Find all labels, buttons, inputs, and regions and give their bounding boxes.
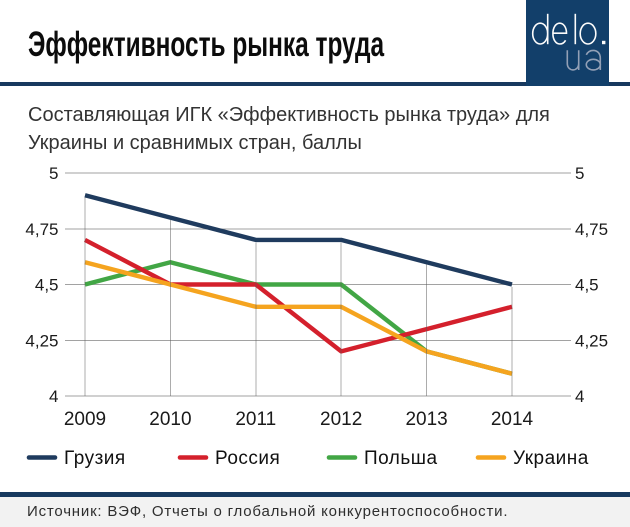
svg-text:Польша: Польша [364, 448, 438, 469]
svg-text:Россия: Россия [215, 448, 280, 469]
svg-text:4,75: 4,75 [575, 220, 608, 239]
svg-text:2013: 2013 [405, 409, 447, 430]
svg-text:2010: 2010 [149, 409, 191, 430]
svg-text:4,25: 4,25 [575, 331, 608, 350]
svg-text:Грузия: Грузия [64, 448, 126, 469]
svg-text:4,25: 4,25 [25, 331, 58, 350]
svg-text:2012: 2012 [320, 409, 362, 430]
svg-text:4,5: 4,5 [575, 276, 599, 295]
svg-text:2014: 2014 [491, 409, 534, 430]
svg-text:2009: 2009 [64, 409, 106, 430]
svg-text:4,5: 4,5 [35, 276, 59, 295]
svg-text:5: 5 [49, 164, 58, 183]
svg-text:2011: 2011 [235, 409, 276, 430]
svg-text:5: 5 [575, 164, 584, 183]
svg-text:4: 4 [49, 387, 58, 406]
svg-text:4,75: 4,75 [25, 220, 58, 239]
svg-text:Украина: Украина [513, 448, 589, 469]
svg-text:4: 4 [575, 387, 584, 406]
